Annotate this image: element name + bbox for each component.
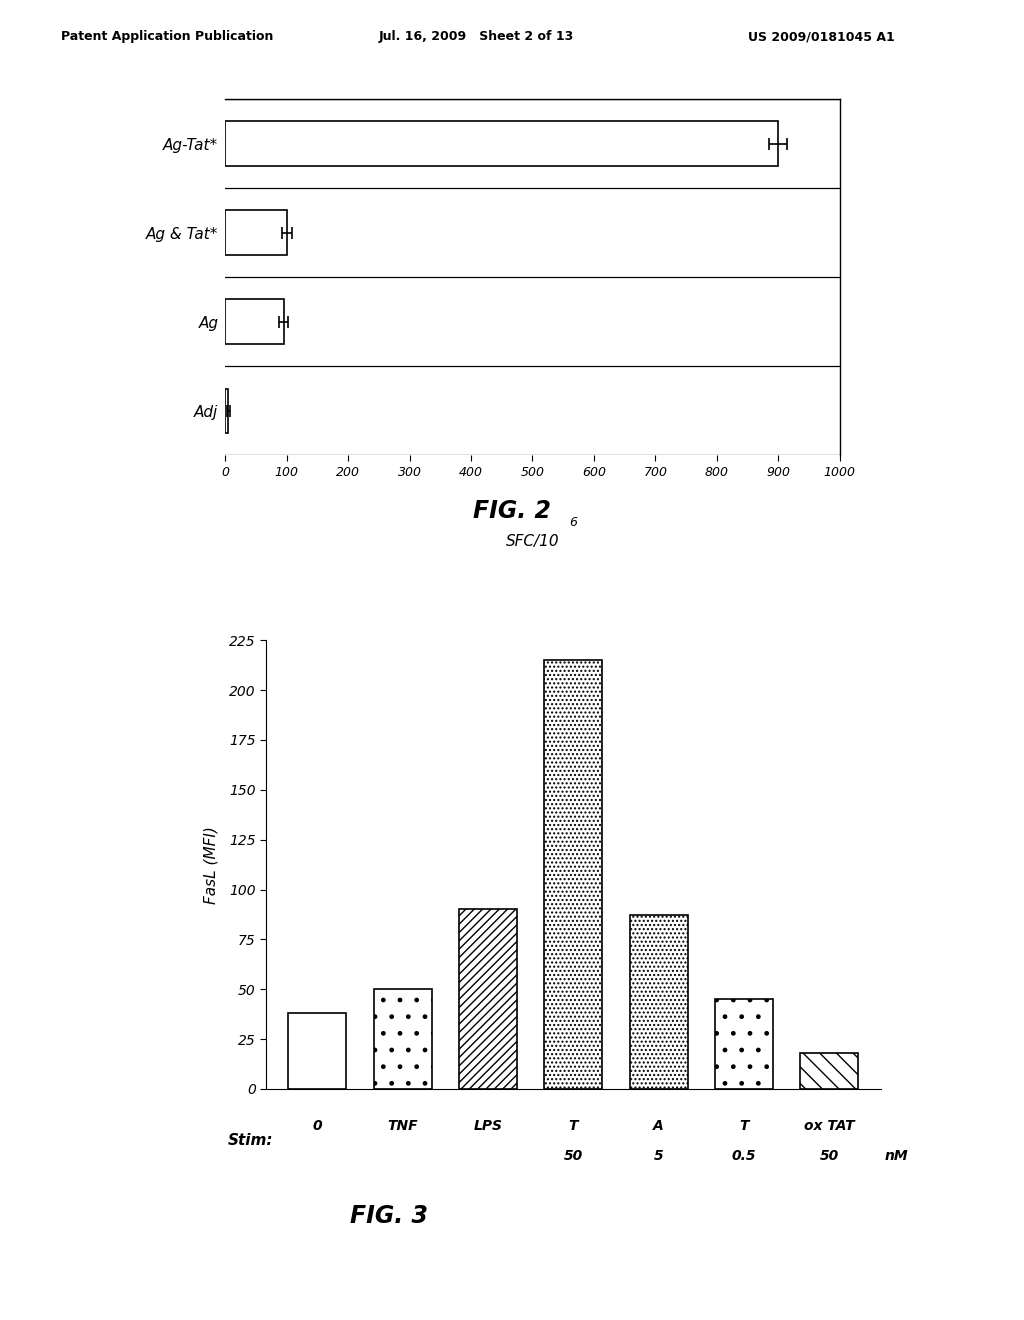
Bar bbox=[630, 916, 688, 1089]
Text: A: A bbox=[653, 1119, 665, 1133]
Text: T: T bbox=[739, 1119, 749, 1133]
Text: 5: 5 bbox=[654, 1148, 664, 1163]
Y-axis label: FasL (MFI): FasL (MFI) bbox=[203, 826, 218, 903]
Bar bbox=[459, 909, 517, 1089]
Bar bbox=[225, 210, 287, 255]
Text: LPS: LPS bbox=[474, 1119, 503, 1133]
Text: T: T bbox=[568, 1119, 579, 1133]
Text: ox TAT: ox TAT bbox=[804, 1119, 855, 1133]
Bar bbox=[801, 1053, 858, 1089]
Text: 50: 50 bbox=[564, 1148, 583, 1163]
Bar bbox=[225, 121, 778, 166]
Bar bbox=[225, 388, 228, 433]
Bar bbox=[225, 300, 284, 345]
Text: 50: 50 bbox=[820, 1148, 839, 1163]
Text: 0.5: 0.5 bbox=[732, 1148, 757, 1163]
Text: SFC/10: SFC/10 bbox=[506, 533, 559, 549]
Bar bbox=[545, 660, 602, 1089]
Bar bbox=[715, 999, 773, 1089]
Text: US 2009/0181045 A1: US 2009/0181045 A1 bbox=[748, 30, 894, 44]
Text: nM: nM bbox=[885, 1148, 908, 1163]
Text: Stim:: Stim: bbox=[227, 1133, 273, 1148]
Text: 0: 0 bbox=[312, 1119, 323, 1133]
Text: Patent Application Publication: Patent Application Publication bbox=[61, 30, 273, 44]
Bar bbox=[289, 1014, 346, 1089]
Text: 6: 6 bbox=[569, 516, 578, 529]
Text: FIG. 2: FIG. 2 bbox=[473, 499, 551, 523]
Text: FIG. 3: FIG. 3 bbox=[350, 1204, 428, 1228]
Text: Jul. 16, 2009   Sheet 2 of 13: Jul. 16, 2009 Sheet 2 of 13 bbox=[379, 30, 574, 44]
Text: TNF: TNF bbox=[387, 1119, 418, 1133]
Bar bbox=[374, 989, 432, 1089]
